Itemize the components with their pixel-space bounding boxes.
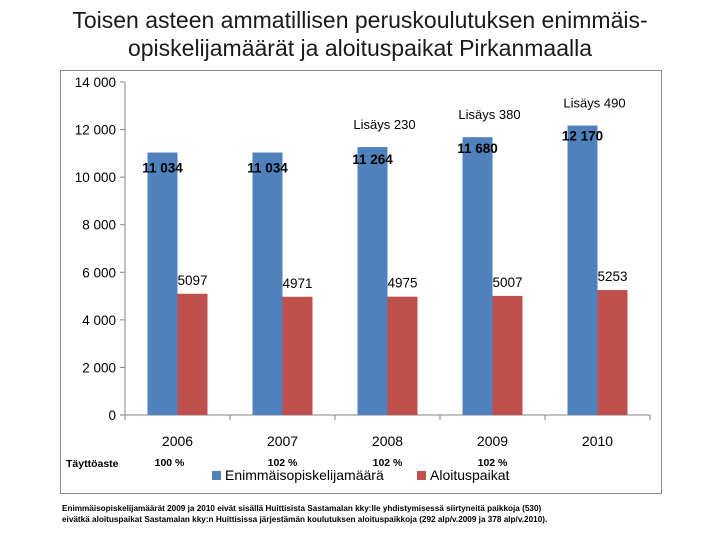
legend-swatch-enimmaisopiskelijamaara (212, 471, 221, 480)
data-label-enimmaisopiskelijamaara: 11 034 (142, 161, 183, 176)
y-tick-label: 10 000 (75, 170, 116, 185)
bar-enimmaisopiskelijamaara (147, 152, 178, 415)
data-label-aloituspaikat: 4975 (387, 276, 417, 291)
chart-frame (60, 70, 662, 494)
data-label-aloituspaikat: 5007 (492, 275, 522, 290)
bar-aloituspaikat (282, 296, 313, 415)
x-tick-label: 2009 (477, 433, 508, 449)
bar-aloituspaikat (387, 296, 418, 415)
bar-enimmaisopiskelijamaara (252, 152, 283, 415)
bar-enimmaisopiskelijamaara (462, 137, 493, 415)
y-tick-label: 6 000 (82, 265, 116, 280)
data-label-enimmaisopiskelijamaara: 11 034 (247, 161, 288, 176)
data-label-enimmaisopiskelijamaara: 11 680 (457, 141, 498, 156)
footnote-line-1: Enimmäisopiskelijamäärät 2009 ja 2010 ei… (62, 504, 542, 513)
x-tick-label: 2007 (267, 433, 298, 449)
chart-title-line-2: opiskelijamäärät ja aloituspaikat Pirkan… (127, 35, 593, 61)
data-label-aloituspaikat: 5097 (177, 273, 207, 288)
y-tick-label: 12 000 (75, 123, 116, 138)
fill-rate-value: 102 % (478, 457, 508, 469)
data-label-enimmaisopiskelijamaara: 11 264 (352, 152, 393, 167)
y-tick-label: 8 000 (82, 218, 116, 233)
fill-rate-value: 102 % (373, 457, 403, 469)
increase-annotation: Lisäys 230 (353, 117, 415, 132)
increase-annotation: Lisäys 380 (458, 107, 520, 122)
y-tick-label: 2 000 (82, 360, 116, 375)
data-label-enimmaisopiskelijamaara: 12 170 (562, 129, 603, 144)
x-tick-label: 2008 (372, 433, 403, 449)
y-tick-label: 4 000 (82, 313, 116, 328)
bar-enimmaisopiskelijamaara (357, 147, 388, 416)
footnote-line-2: eivätkä aloituspaikat Sastamalan kky:n H… (62, 515, 548, 524)
legend-label-aloituspaikat: Aloituspaikat (430, 467, 509, 483)
fill-rate-value: 100 % (155, 457, 185, 469)
x-tick-label: 2010 (582, 433, 613, 449)
x-tick-label: 2006 (162, 433, 193, 449)
data-label-aloituspaikat: 5253 (597, 269, 627, 284)
y-tick-label: 14 000 (75, 75, 116, 90)
bar-aloituspaikat (597, 290, 628, 415)
y-tick-label: 0 (108, 408, 116, 423)
fill-rate-label: Täyttöaste (66, 458, 119, 470)
chart-title: Toisen asteen ammatillisen peruskoulutuk… (0, 6, 720, 62)
footnote: Enimmäisopiskelijamäärät 2009 ja 2010 ei… (62, 503, 702, 525)
legend-label-enimmaisopiskelijamaara: Enimmäisopiskelijamäärä (225, 467, 384, 483)
bar-enimmaisopiskelijamaara (567, 125, 598, 415)
fill-rate-value: 102 % (268, 457, 298, 469)
increase-annotation: Lisäys 490 (563, 96, 625, 111)
data-label-aloituspaikat: 4971 (282, 276, 312, 291)
bar-aloituspaikat (492, 295, 523, 415)
legend-swatch-aloituspaikat (417, 471, 426, 480)
chart-title-line-1: Toisen asteen ammatillisen peruskoulutuk… (72, 7, 648, 33)
bar-aloituspaikat (177, 293, 208, 415)
